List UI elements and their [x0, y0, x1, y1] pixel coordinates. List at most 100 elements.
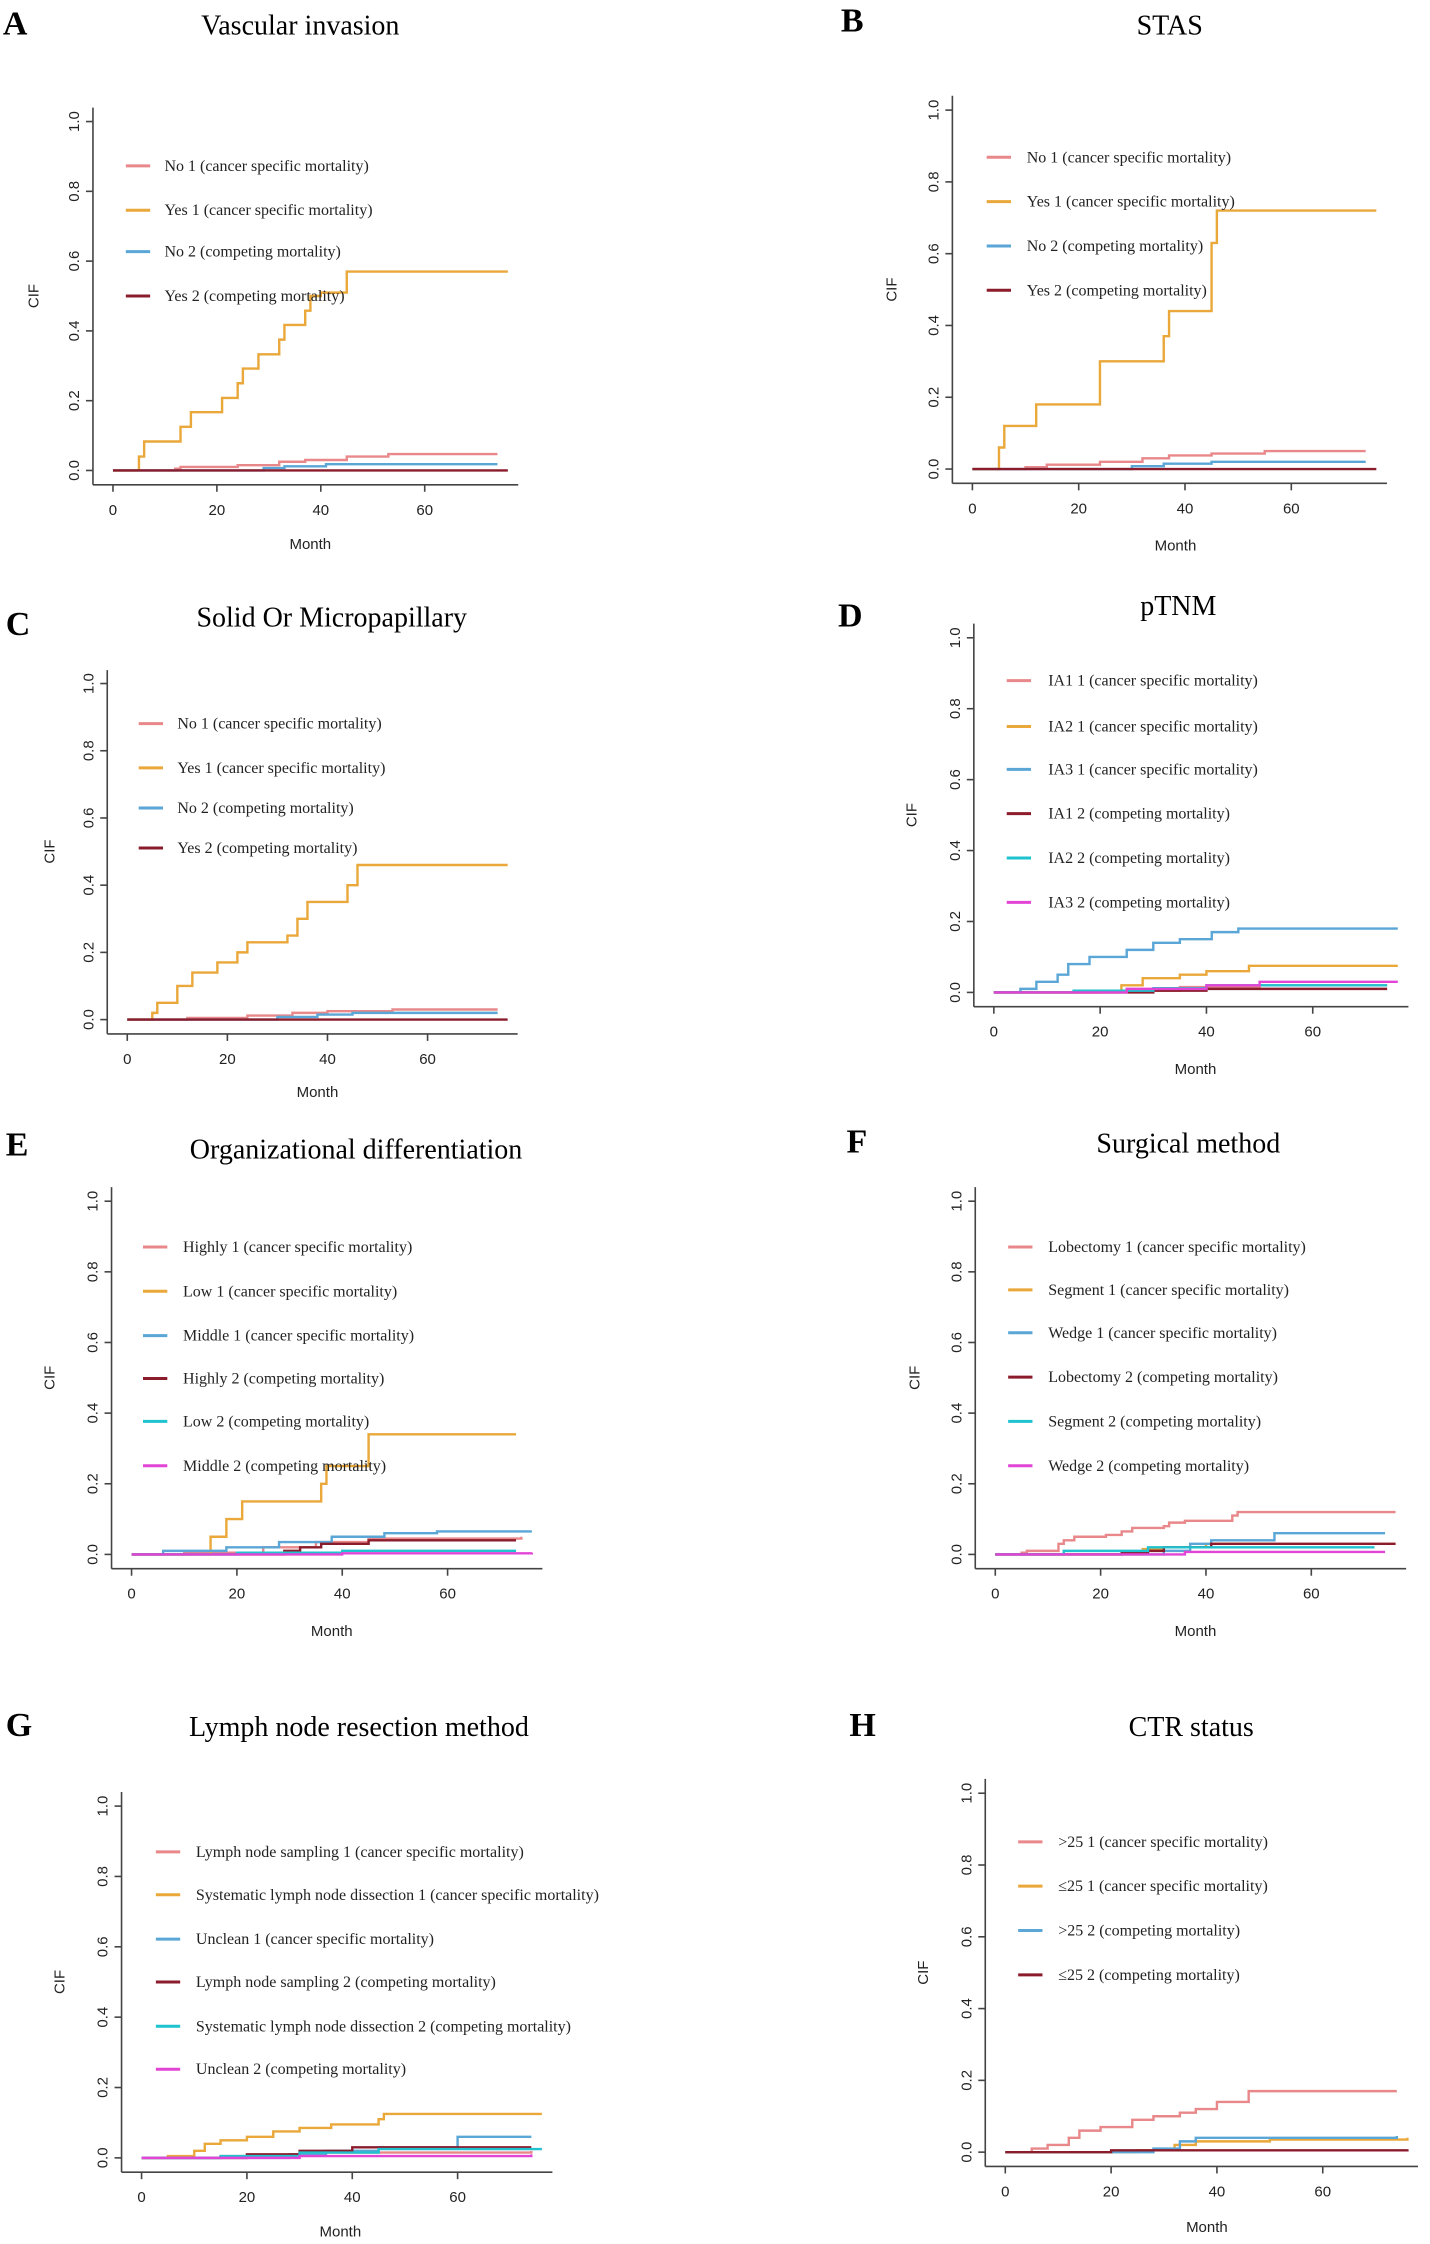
y-tick-label: 0.4	[947, 840, 964, 861]
y-tick-label: 0.6	[947, 769, 964, 790]
x-tick-label: 40	[319, 1051, 336, 1068]
y-tick-label: 0.6	[66, 251, 83, 272]
y-tick-label: 0.8	[947, 698, 964, 719]
legend-label: Middle 1 (cancer specific mortality)	[183, 1328, 414, 1345]
y-tick-label: 0.4	[85, 1403, 102, 1424]
y-tick-label: 0.4	[958, 1998, 975, 2019]
legend-label: IA2 1 (cancer specific mortality)	[1048, 718, 1258, 735]
x-tick-label: 60	[439, 1586, 456, 1603]
y-tick-label: 0.2	[947, 911, 964, 932]
legend-label: Wedge 2 (competing mortality)	[1048, 1458, 1249, 1475]
y-tick-label: 1.0	[85, 1191, 102, 1212]
legend-label: >25 1 (cancer specific mortality)	[1058, 1834, 1268, 1851]
legend-label: IA3 1 (cancer specific mortality)	[1048, 761, 1258, 778]
legend-label: No 1 (cancer specific mortality)	[1027, 149, 1231, 166]
legend-label: No 1 (cancer specific mortality)	[164, 158, 368, 175]
y-tick-label: 0.2	[85, 1473, 102, 1494]
y-tick-label: 0.2	[66, 390, 83, 411]
series-line-6	[141, 2154, 533, 2160]
x-axis-label: Month	[311, 1623, 353, 1640]
legend-label: No 2 (competing mortality)	[164, 244, 340, 261]
legend-label: Yes 1 (cancer specific mortality)	[1027, 194, 1235, 211]
x-tick-label: 20	[219, 1051, 236, 1068]
y-tick-label: 0.8	[85, 1261, 102, 1282]
y-tick-label: 0.8	[66, 181, 83, 202]
legend-label: No 2 (competing mortality)	[177, 800, 353, 817]
x-tick-label: 0	[1001, 2183, 1009, 2200]
y-tick-label: 0.8	[95, 1866, 112, 1887]
series-line-2	[112, 270, 508, 472]
series-line-2	[131, 1433, 517, 1556]
x-tick-label: 0	[990, 1024, 998, 1041]
x-tick-label: 40	[1198, 1024, 1215, 1041]
legend-label: Yes 2 (competing mortality)	[164, 288, 344, 305]
y-tick-label: 0.6	[95, 1936, 112, 1957]
legend-label: Lobectomy 1 (cancer specific mortality)	[1048, 1239, 1306, 1256]
x-tick-label: 60	[1283, 500, 1300, 517]
panel-letter: G	[6, 1707, 32, 1744]
y-axis-label: CIF	[51, 1970, 68, 1994]
y-axis-label: CIF	[26, 284, 43, 308]
x-tick-label: 60	[419, 1051, 436, 1068]
x-tick-label: 20	[239, 2189, 256, 2206]
legend-label: Lobectomy 2 (competing mortality)	[1048, 1369, 1278, 1386]
x-tick-label: 60	[1303, 1586, 1320, 1603]
x-tick-label: 0	[991, 1586, 999, 1603]
series-line-1	[972, 449, 1366, 471]
series-line-6	[995, 1550, 1386, 1556]
legend-label: Yes 1 (cancer specific mortality)	[164, 202, 372, 219]
chart-title: CTR status	[1129, 1712, 1254, 1743]
y-tick-label: 0.6	[925, 243, 942, 264]
legend-label: Segment 1 (cancer specific mortality)	[1048, 1282, 1289, 1299]
series-line-1	[112, 452, 498, 472]
y-tick-label: 0.0	[80, 1009, 97, 1030]
legend-label: ≤25 2 (competing mortality)	[1058, 1967, 1240, 1984]
series-line-6	[993, 980, 1398, 994]
panel-e: E Organizational differentiation 0.0 0.2 0.4…	[6, 1126, 543, 1640]
x-tick-label: 40	[1177, 500, 1194, 517]
x-tick-label: 0	[109, 502, 117, 519]
series-line-2	[127, 863, 508, 1021]
y-tick-label: 0.0	[66, 460, 83, 481]
x-tick-label: 20	[229, 1586, 246, 1603]
legend-label: Lymph node sampling 2 (competing mortali…	[196, 1974, 496, 1991]
x-tick-label: 0	[123, 1051, 131, 1068]
x-tick-label: 60	[449, 2189, 466, 2206]
y-tick-label: 1.0	[80, 673, 97, 694]
legend-label: Systematic lymph node dissection 1 (canc…	[196, 1887, 599, 1904]
panel-f: F Surgical method 0.0 0.2 0.4 0.6 0.8 1.0 0 20 40 6…	[847, 1124, 1407, 1640]
x-tick-label: 40	[344, 2189, 361, 2206]
legend-label: No 2 (competing mortality)	[1027, 238, 1203, 255]
legend-label: Middle 2 (competing mortality)	[183, 1458, 386, 1475]
series-line-1	[127, 1008, 498, 1021]
legend-label: Yes 2 (competing mortality)	[1027, 282, 1207, 299]
y-tick-label: 0.2	[958, 2070, 975, 2091]
legend-label: IA3 2 (competing mortality)	[1048, 894, 1230, 911]
series-line-6	[131, 1552, 534, 1556]
legend-label: IA1 2 (competing mortality)	[1048, 806, 1230, 823]
x-tick-label: 20	[1103, 2183, 1120, 2200]
legend-label: Yes 1 (cancer specific mortality)	[177, 760, 385, 777]
y-tick-label: 0.8	[925, 171, 942, 192]
y-tick-label: 0.8	[958, 1855, 975, 1876]
panel-a: A Vascular invasion 0.0 0.2 0.4 0.6 0.8 1.0 0 20 4…	[3, 5, 519, 553]
y-tick-label: 0.6	[948, 1332, 965, 1353]
x-tick-label: 40	[334, 1586, 351, 1603]
legend-label: Segment 2 (competing mortality)	[1048, 1413, 1261, 1430]
panel-letter: B	[841, 2, 864, 39]
series-line-1	[995, 1510, 1396, 1556]
x-tick-label: 20	[1092, 1024, 1109, 1041]
legend-label: ≤25 1 (cancer specific mortality)	[1058, 1878, 1268, 1895]
panel-letter: A	[3, 5, 28, 42]
y-tick-label: 0.4	[925, 315, 942, 336]
chart-title: Organizational differentiation	[190, 1134, 523, 1165]
y-axis-label: CIF	[906, 1366, 923, 1390]
y-tick-label: 0.0	[948, 1544, 965, 1565]
panel-g: G Lymph node resection method 0.0 0.2 0.4 0.6…	[6, 1707, 599, 2241]
chart-title: Surgical method	[1096, 1129, 1280, 1160]
y-tick-label: 1.0	[66, 111, 83, 132]
legend-label: Lymph node sampling 1 (cancer specific m…	[196, 1844, 524, 1861]
x-tick-label: 0	[968, 500, 976, 517]
x-tick-label: 20	[1070, 500, 1087, 517]
